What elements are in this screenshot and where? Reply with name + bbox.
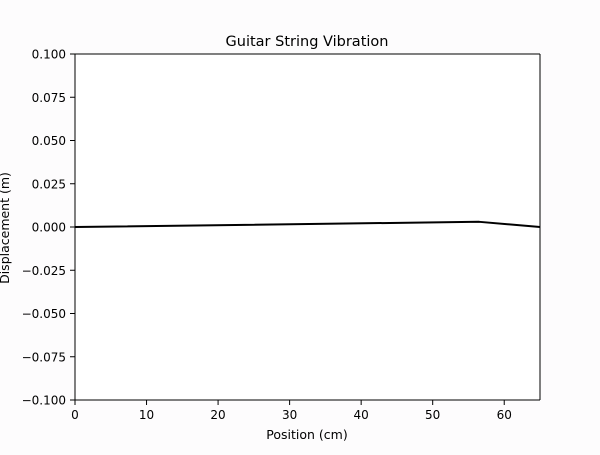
y-tick-label: −0.050: [22, 307, 66, 321]
x-tick-label: 10: [139, 408, 154, 422]
x-tick-label: 0: [71, 408, 79, 422]
y-axis-label: Displacement (m): [0, 172, 12, 284]
x-axis-label: Position (cm): [266, 427, 347, 442]
x-axis: 0 10 20 30 40 50 60: [71, 400, 512, 422]
x-tick-label: 30: [282, 408, 297, 422]
x-tick-label: 50: [425, 408, 440, 422]
y-tick-label: 0.100: [32, 48, 66, 62]
series-line-0: [74, 220, 541, 228]
y-tick-label: 0.075: [32, 91, 66, 105]
y-tick-label: −0.075: [22, 350, 66, 364]
y-tick-label: 0.025: [32, 177, 66, 191]
y-tick-label: 0.050: [32, 134, 66, 148]
y-tick-label: −0.025: [22, 264, 66, 278]
x-tick-label: 20: [210, 408, 225, 422]
x-tick-label: 60: [497, 408, 512, 422]
y-tick-label: 0.000: [32, 221, 66, 235]
series-layer: [74, 220, 541, 228]
y-tick-label: −0.100: [22, 394, 66, 408]
y-axis: 0.100 0.075 0.050 0.025 0.000 −0.025 −0.050 −0.…: [22, 48, 75, 408]
x-tick-label: 40: [354, 408, 369, 422]
chart-title: Guitar String Vibration: [226, 34, 389, 50]
